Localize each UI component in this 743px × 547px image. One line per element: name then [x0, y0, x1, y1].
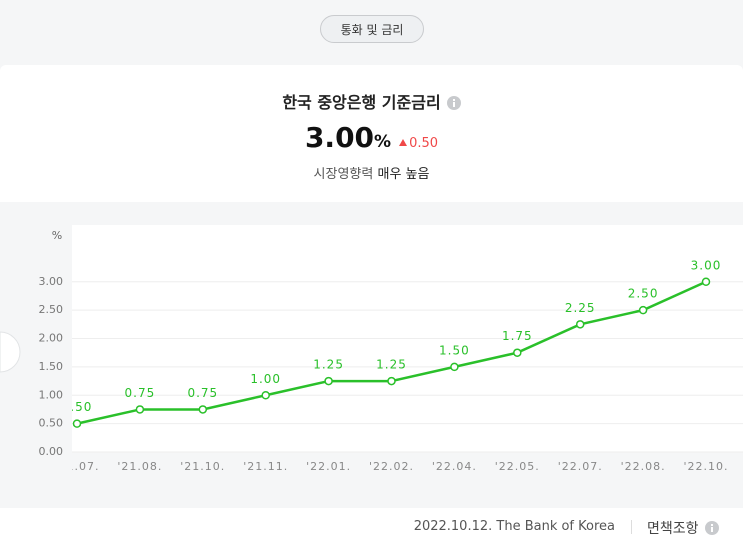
footer: 2022.10.12. The Bank of Korea 면책조항 [0, 508, 743, 547]
title-text: 한국 중앙은행 기준금리 [282, 93, 441, 112]
point [324, 376, 333, 386]
y-tick-label: 0.00 [39, 445, 64, 458]
value-label: 0.75 [125, 386, 156, 400]
x-tick-label: '22.01. [306, 460, 351, 473]
x-tick-label: '22.10. [683, 460, 728, 473]
card-title: 한국 중앙은행 기준금리 [0, 89, 743, 113]
x-tick-label: '22.07. [558, 460, 603, 473]
separator [631, 520, 632, 534]
rate-unit: % [374, 132, 392, 152]
info-icon[interactable] [704, 521, 719, 535]
point [198, 405, 208, 414]
x-tick-label: '22.04. [432, 460, 477, 473]
value-label: 1.25 [313, 358, 344, 372]
point [513, 348, 522, 357]
point [135, 405, 145, 414]
rate-value: 3.00 [304, 121, 375, 154]
chart: % 0.000.501.001.502.002.503.00'21.07. '21… [0, 225, 743, 473]
value-label: 1.00 [250, 372, 281, 386]
value-label: 2.50 [628, 287, 659, 301]
value-label: 2.25 [565, 301, 596, 315]
y-tick-label: 2.50 [39, 303, 64, 316]
prev-button[interactable] [0, 331, 21, 373]
y-tick-label: 1.00 [39, 388, 64, 401]
point [450, 362, 459, 372]
value-label: 1.75 [502, 329, 533, 343]
value-label: 1.25 [376, 358, 407, 372]
value-label: 0.75 [187, 386, 218, 400]
value-label: 1.50 [439, 343, 470, 357]
value-row: 3.00% 0.50 [0, 121, 743, 154]
value-label: 3.00 [691, 258, 722, 272]
disclaimer-text: 면책조항 [647, 521, 699, 537]
y-tick-label: 1.50 [39, 360, 64, 373]
point [387, 376, 396, 386]
x-tick-label: '22.02. [369, 460, 414, 473]
source: 2022.10.12. The Bank of Korea [413, 519, 615, 534]
x-tick-label: '21.08. [117, 460, 162, 473]
x-tick-label: '21.11. [243, 460, 288, 473]
y-tick-label: 3.00 [39, 275, 64, 288]
x-tick-label: '22.05. [495, 460, 540, 473]
up-arrow [399, 139, 408, 146]
point [638, 305, 648, 315]
x-tick-label: '21.10. [180, 460, 225, 473]
disclaimer[interactable]: 면책조항 [647, 518, 719, 538]
point [701, 277, 711, 286]
info-icon[interactable] [446, 96, 461, 110]
tab-button[interactable]: 통화 및 금리 [320, 15, 424, 43]
y-tick-label: 2.00 [39, 332, 64, 345]
point [72, 419, 82, 428]
rate-card: 한국 중앙은행 기준금리 3.00% 0.50 시장영향력 매우 높음 [0, 65, 743, 202]
x-tick-label: '21.07. [54, 460, 99, 473]
influence-value: 매우 높음 [377, 167, 430, 182]
value-label: 0.50 [62, 400, 93, 414]
point [575, 320, 585, 329]
influence: 시장영향력 매우 높음 [0, 163, 743, 182]
point [261, 391, 270, 400]
x-tick-label: '22.08. [621, 460, 666, 473]
change-value: 0.50 [409, 136, 439, 151]
y-axis-label: % [52, 229, 62, 242]
rate-change: 0.50 [399, 136, 438, 151]
influence-label: 시장영향력 [313, 167, 374, 182]
y-tick-label: 0.50 [39, 417, 64, 430]
